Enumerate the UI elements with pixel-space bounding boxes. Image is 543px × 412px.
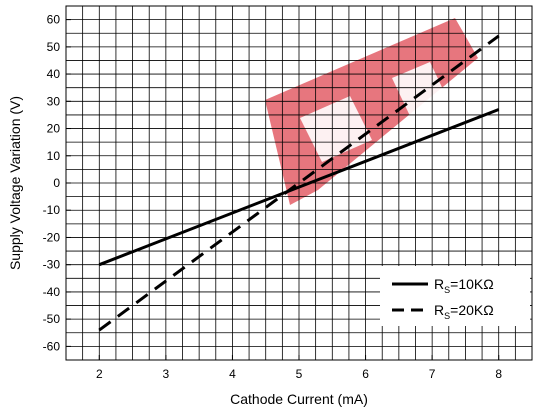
x-tick-label: 8 bbox=[495, 367, 502, 381]
legend-label-2: RS=20KΩ bbox=[434, 302, 494, 321]
y-tick-label: -50 bbox=[43, 312, 61, 326]
legend: RS=10KΩ RS=20KΩ bbox=[380, 266, 530, 326]
x-tick-label: 3 bbox=[163, 367, 170, 381]
y-tick-label: 60 bbox=[47, 13, 61, 27]
x-axis-ticks: 2 3 4 5 6 7 8 bbox=[96, 355, 502, 381]
y-tick-label: -20 bbox=[43, 230, 61, 244]
watermark-logo bbox=[265, 18, 478, 205]
x-axis-title: Cathode Current (mA) bbox=[230, 391, 368, 407]
legend-label-1: RS=10KΩ bbox=[434, 276, 494, 295]
y-tick-label: -10 bbox=[43, 203, 61, 217]
series-group bbox=[98, 34, 500, 332]
y-tick-label: 20 bbox=[47, 122, 61, 136]
y-axis-title: Supply Voltage Variation (V) bbox=[7, 96, 23, 270]
y-axis-ticks: -60 -50 -40 -30 -20 -10 0 10 20 30 40 50 60 bbox=[43, 13, 71, 353]
watermark-band bbox=[265, 18, 478, 205]
watermark-cutout bbox=[300, 96, 372, 162]
x-tick-label: 5 bbox=[296, 367, 303, 381]
y-tick-label: 40 bbox=[47, 67, 61, 81]
series-line-2 bbox=[98, 34, 500, 332]
x-tick-label: 2 bbox=[96, 367, 103, 381]
grid-lines bbox=[66, 6, 532, 360]
y-tick-label: -60 bbox=[43, 339, 61, 353]
x-tick-label: 4 bbox=[229, 367, 236, 381]
x-tick-label: 7 bbox=[429, 367, 436, 381]
series-line-1 bbox=[98, 108, 500, 267]
y-tick-label: 50 bbox=[47, 40, 61, 54]
y-tick-label: -30 bbox=[43, 258, 61, 272]
legend-box bbox=[380, 266, 530, 326]
y-tick-label: 30 bbox=[47, 94, 61, 108]
x-tick-label: 6 bbox=[362, 367, 369, 381]
y-tick-label: 10 bbox=[47, 149, 61, 163]
y-tick-label: 0 bbox=[53, 176, 60, 190]
y-tick-label: -40 bbox=[43, 285, 61, 299]
